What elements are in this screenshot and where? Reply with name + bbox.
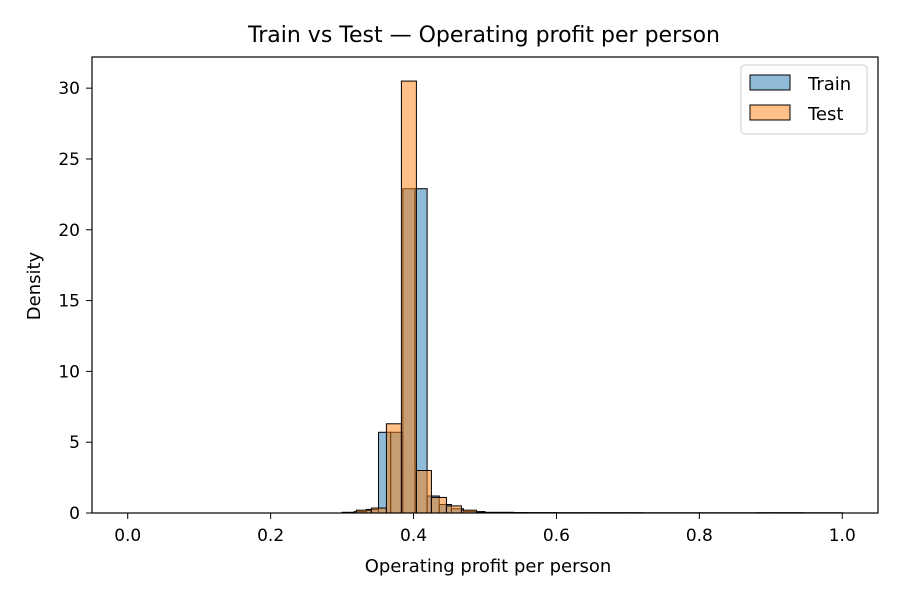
- x-tick-label-5: 1.0: [829, 526, 856, 546]
- chart-title: Train vs Test — Operating profit per per…: [247, 23, 720, 48]
- legend-train-label: Train: [807, 74, 851, 95]
- y-tick-label-5: 25: [58, 150, 80, 170]
- y-tick-label-2: 10: [58, 362, 80, 382]
- test-bar-4: [400, 80, 417, 514]
- y-tick-label-4: 20: [58, 221, 80, 241]
- y-axis-label: Density: [24, 251, 45, 320]
- test-bar-2: [370, 507, 387, 514]
- x-tick-label-3: 0.6: [543, 526, 570, 546]
- x-tick-label-2: 0.4: [400, 526, 427, 546]
- x-axis-label: Operating profit per person: [365, 556, 612, 577]
- legend-train-swatch: [749, 74, 791, 91]
- x-tick-label-4: 0.8: [686, 526, 713, 546]
- legend-test-label: Test: [807, 104, 843, 125]
- y-tick-label-1: 5: [69, 433, 80, 453]
- y-tick-label-6: 30: [58, 79, 80, 99]
- x-axis-ticks: 0.0 0.2 0.4 0.6 0.8 1.0: [114, 513, 856, 546]
- x-tick-label-1: 0.2: [257, 526, 284, 546]
- x-tick-label-0: 0.0: [114, 526, 141, 546]
- legend: Train Test: [740, 64, 868, 135]
- y-tick-label-0: 0: [69, 504, 80, 524]
- test-bar-7: [445, 505, 462, 514]
- test-bar-3: [385, 423, 402, 514]
- axes-frame: [91, 56, 879, 514]
- y-axis-ticks: 0 5 10 15 20 25 30: [58, 79, 92, 524]
- legend-test-swatch: [749, 104, 791, 121]
- test-bar-5: [415, 470, 432, 514]
- test-bar-6: [430, 496, 447, 514]
- y-tick-label-3: 15: [58, 292, 80, 312]
